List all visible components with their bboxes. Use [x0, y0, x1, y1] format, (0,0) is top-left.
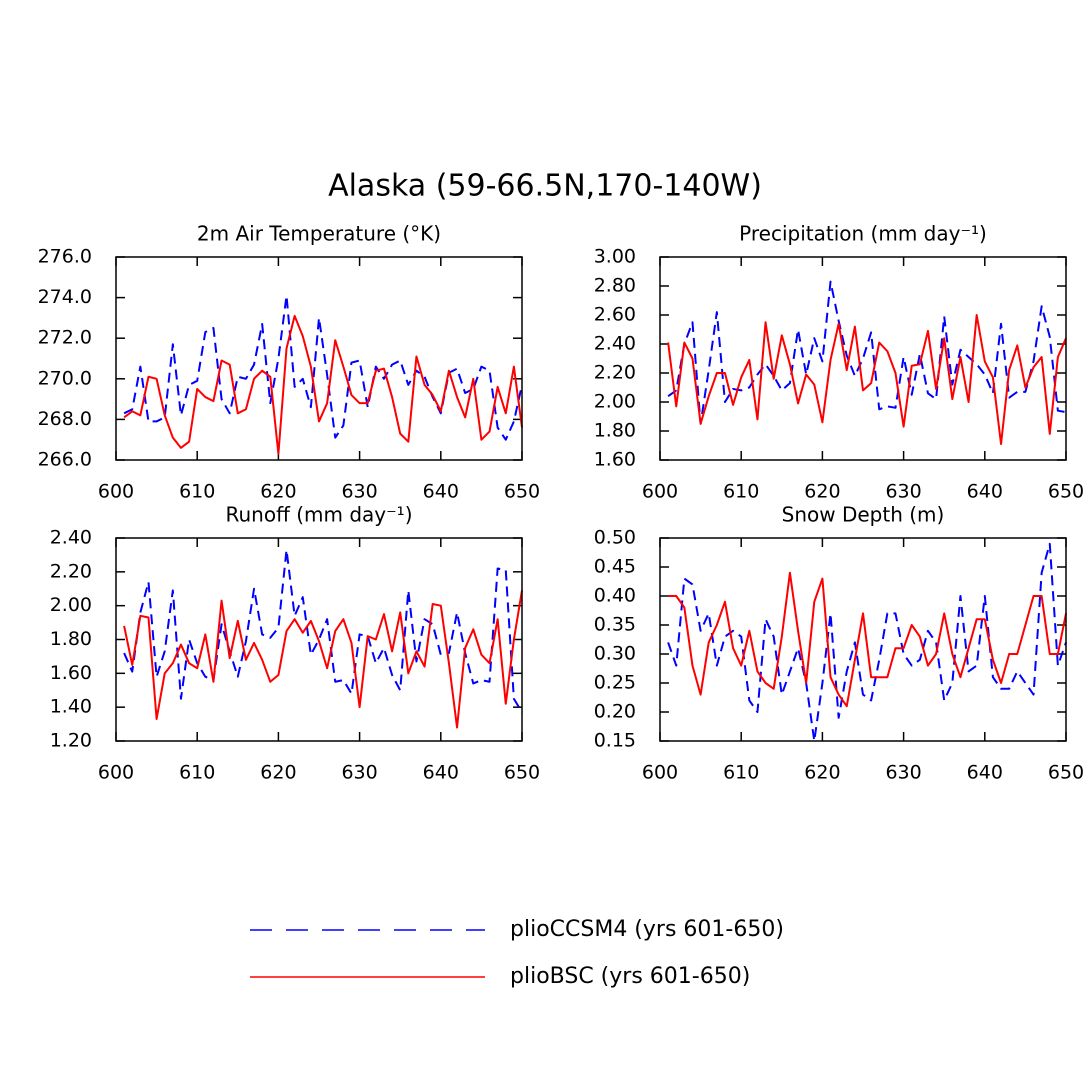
x-tick-label: 620 — [260, 481, 296, 503]
y-tick-label: 2.00 — [594, 391, 636, 413]
x-tick-label: 640 — [967, 481, 1003, 503]
y-tick-label: 1.40 — [50, 696, 92, 718]
y-tick-label: 0.15 — [594, 730, 636, 752]
plot-frame — [115, 537, 523, 742]
panel-title: 2m Air Temperature (°K) — [197, 222, 441, 246]
y-tick-label: 0.50 — [594, 527, 636, 549]
x-tick-label: 650 — [1048, 481, 1084, 503]
y-tick-label: 0.35 — [594, 614, 636, 636]
y-tick-label: 1.80 — [50, 628, 92, 650]
y-tick-label: 1.80 — [594, 420, 636, 442]
x-tick-label: 600 — [98, 481, 134, 503]
panel-title: Snow Depth (m) — [782, 503, 945, 527]
y-tick-label: 0.25 — [594, 672, 636, 694]
series-line — [668, 571, 1067, 708]
x-tick-label: 630 — [341, 481, 377, 503]
y-tick-label: 0.40 — [594, 585, 636, 607]
y-tick-label: 272.0 — [38, 327, 92, 349]
x-tick-label: 600 — [642, 481, 678, 503]
y-tick-label: 0.20 — [594, 701, 636, 723]
y-tick-label: 2.80 — [594, 275, 636, 297]
panel-title: Runoff (mm day⁻¹) — [225, 503, 412, 527]
y-tick-label: 2.20 — [594, 362, 636, 384]
y-tick-label: 1.60 — [594, 449, 636, 471]
y-tick-label: 266.0 — [38, 449, 92, 471]
x-tick-label: 610 — [179, 762, 215, 784]
y-tick-label: 270.0 — [38, 367, 92, 389]
x-tick-label: 640 — [423, 481, 459, 503]
x-tick-label: 610 — [179, 481, 215, 503]
x-tick-label: 610 — [723, 481, 759, 503]
panel: Precipitation (mm day⁻¹) 600 610 620 630 640 6… — [594, 222, 1084, 503]
y-tick-label: 3.00 — [594, 246, 636, 268]
series-line — [123, 548, 523, 713]
y-tick-label: 2.20 — [50, 560, 92, 582]
y-tick-label: 1.60 — [50, 662, 92, 684]
legend-label: plioCCSM4 (yrs 601-650) — [510, 917, 784, 942]
x-tick-label: 630 — [885, 481, 921, 503]
panel: 2m Air Temperature (°K) 600 610 620 630 640 65… — [38, 222, 541, 503]
y-tick-label: 0.45 — [594, 556, 636, 578]
y-tick-label: 2.40 — [594, 333, 636, 355]
y-tick-label: 2.00 — [50, 594, 92, 616]
series-line — [667, 314, 1067, 446]
plot-frame — [115, 256, 523, 461]
plot-frame — [659, 256, 1067, 461]
x-tick-label: 640 — [967, 762, 1003, 784]
x-tick-label: 600 — [642, 762, 678, 784]
panel: Snow Depth (m) 600 610 620 630 640 650 0.15 0.20… — [594, 503, 1084, 784]
legend-label: plioBSC (yrs 601-650) — [510, 964, 750, 989]
x-tick-label: 620 — [804, 762, 840, 784]
x-tick-label: 610 — [723, 762, 759, 784]
x-tick-label: 630 — [341, 762, 377, 784]
series-line — [123, 590, 523, 729]
panel-title: Precipitation (mm day⁻¹) — [739, 222, 987, 246]
x-tick-label: 600 — [98, 762, 134, 784]
x-tick-label: 620 — [804, 481, 840, 503]
x-tick-label: 630 — [885, 762, 921, 784]
y-tick-label: 268.0 — [38, 408, 92, 430]
x-tick-label: 650 — [1048, 762, 1084, 784]
y-tick-label: 2.40 — [50, 527, 92, 549]
plot-frame — [659, 537, 1067, 742]
x-tick-label: 650 — [504, 481, 540, 503]
y-tick-label: 274.0 — [38, 286, 92, 308]
x-tick-label: 650 — [504, 762, 540, 784]
figure-title: Alaska (59-66.5N,170-140W) — [328, 169, 762, 204]
series-line — [123, 314, 523, 455]
y-tick-label: 0.30 — [594, 643, 636, 665]
series-line — [123, 294, 523, 441]
y-tick-label: 276.0 — [38, 246, 92, 268]
y-tick-label: 1.20 — [50, 730, 92, 752]
panel: Runoff (mm day⁻¹) 600 610 620 630 640 650 1.20 1… — [50, 503, 540, 784]
y-tick-label: 2.60 — [594, 304, 636, 326]
x-tick-label: 640 — [423, 762, 459, 784]
series-line — [667, 280, 1067, 425]
x-tick-label: 620 — [260, 762, 296, 784]
